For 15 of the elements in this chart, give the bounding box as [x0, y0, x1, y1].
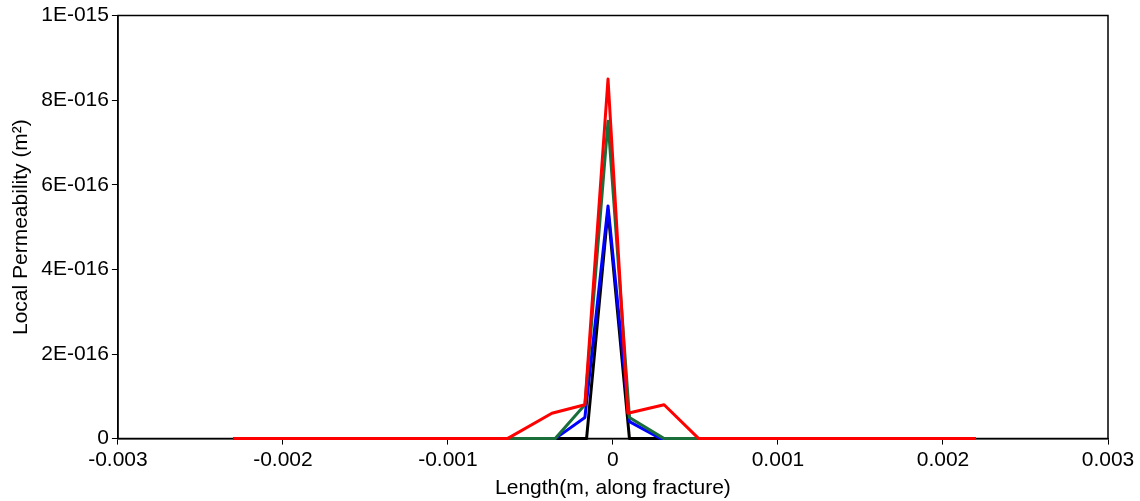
y-axis-title: Local Permeability (m²) — [8, 119, 32, 336]
y-tick-label: 4E-016 — [41, 256, 109, 280]
x-tick-label: 0.003 — [1081, 447, 1135, 470]
x-tick-label: -0.003 — [88, 447, 148, 470]
x-tick-label: 0 — [607, 447, 619, 470]
y-tick-label: 1E-015 — [41, 2, 109, 26]
x-tick-label: 0.001 — [751, 447, 805, 470]
x-tick-label: 0.002 — [916, 447, 970, 470]
x-tick-label: -0.001 — [418, 447, 478, 470]
x-axis-title: Length(m, along fracture) — [495, 475, 731, 499]
y-tick-label: 6E-016 — [41, 171, 109, 195]
y-tick-label: 2E-016 — [41, 340, 109, 364]
x-tick-label: -0.002 — [253, 447, 313, 470]
y-tick-label: 0 — [97, 425, 109, 449]
y-tick-label: 8E-016 — [41, 87, 109, 110]
